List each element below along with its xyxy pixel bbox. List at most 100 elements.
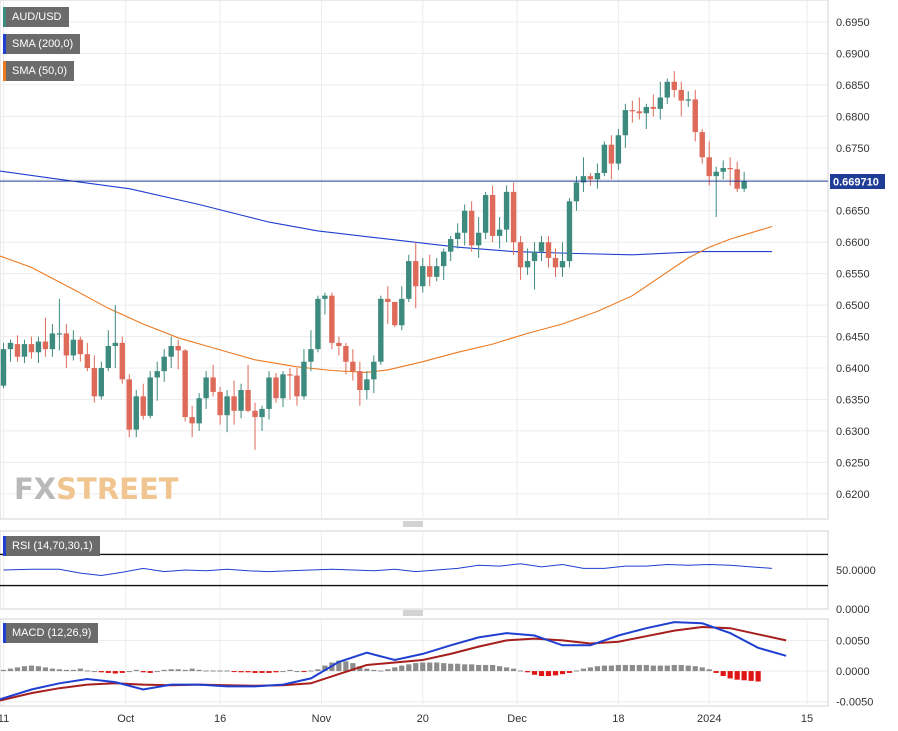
sma50-label: SMA (50,0) <box>12 65 68 77</box>
macd-histogram-bar <box>161 669 167 672</box>
candle-body <box>0 349 7 386</box>
macd-histogram-bar <box>734 671 740 680</box>
macd-signal-line <box>0 625 787 702</box>
macd-histogram-bar <box>42 667 49 672</box>
candle-body <box>49 333 56 350</box>
macd-histogram-bar <box>594 666 601 672</box>
candle-body <box>594 173 601 180</box>
rsi-label: RSI (14,70,30,1) <box>12 540 93 552</box>
candle-body <box>406 261 412 299</box>
candle-body <box>14 344 21 357</box>
candle-body <box>727 167 733 170</box>
candle-body <box>350 361 356 372</box>
current-price-label: 0.669710 <box>833 177 879 189</box>
macd-histogram-bar <box>629 664 635 672</box>
macd-histogram-bar <box>217 670 223 672</box>
macd-histogram-bar <box>189 668 195 672</box>
current-price-tag: 0.669710 <box>830 174 885 189</box>
candle-body <box>692 99 698 133</box>
candle-body <box>399 298 405 326</box>
candle-body <box>734 169 740 189</box>
candle-body <box>650 106 657 109</box>
candle-body <box>196 398 202 424</box>
macd-histogram-bar <box>196 669 202 672</box>
symbol-badge[interactable]: AUD/USD <box>3 7 69 27</box>
candle-body <box>56 333 63 335</box>
candle-body <box>294 375 300 397</box>
candle-body <box>461 210 468 233</box>
macd-histogram-bar <box>28 665 35 672</box>
candle-body <box>308 349 314 362</box>
candle-body <box>301 361 307 397</box>
macd-panel <box>0 618 829 707</box>
macd-histogram-bar <box>483 664 489 672</box>
price-panel <box>0 0 829 520</box>
macd-histogram-bar <box>741 671 747 681</box>
candle-body <box>664 81 670 98</box>
macd-histogram-bar <box>545 671 552 676</box>
macd-histogram-bar <box>315 669 321 672</box>
price-tick-label: 0.6850 <box>836 80 870 92</box>
macd-histogram-bar <box>720 671 726 676</box>
macd-histogram-bar <box>608 665 614 672</box>
candle-body <box>231 396 237 411</box>
macd-histogram-bar <box>14 667 21 672</box>
x-tick-label: 16 <box>214 713 226 725</box>
candle-body <box>182 350 188 418</box>
candle-body <box>322 295 328 299</box>
sma50-badge[interactable]: SMA (50,0) <box>3 61 75 81</box>
macd-histogram-bar <box>727 671 733 679</box>
macd-histogram-bar <box>510 668 517 672</box>
candle-body <box>147 377 153 416</box>
macd-histogram-bar <box>650 665 656 672</box>
candle-body <box>454 232 461 240</box>
candle-body <box>671 81 677 90</box>
rsi-panel-resize-handle[interactable] <box>403 521 423 527</box>
price-tick-label: 0.6600 <box>836 237 870 249</box>
macd-histogram-bar <box>420 662 426 672</box>
price-tick-label: 0.6200 <box>836 489 870 501</box>
candle-body <box>706 157 712 177</box>
macd-histogram-bar <box>49 668 56 672</box>
macd-histogram-bar <box>343 661 349 672</box>
macd-panel-resize-handle[interactable] <box>403 610 423 616</box>
candle-body <box>503 191 510 230</box>
candle-body <box>28 344 35 353</box>
candle-body <box>336 342 342 346</box>
macd-histogram-bar <box>671 664 677 672</box>
sma200-badge[interactable]: SMA (200,0) <box>3 34 81 54</box>
x-tick-label: 11 <box>0 713 9 725</box>
candle-body <box>587 176 594 180</box>
candle-body <box>161 356 167 372</box>
rsi-tick-label: 50.0000 <box>836 565 876 577</box>
price-tick-label: 0.6550 <box>836 269 870 281</box>
macd-histogram-bar <box>434 662 440 672</box>
candle-body <box>315 298 321 350</box>
macd-histogram-bar <box>266 671 272 673</box>
candle-body <box>545 242 552 258</box>
rsi-badge[interactable]: RSI (14,70,30,1) <box>3 536 100 556</box>
x-tick-label: 2024 <box>697 713 721 725</box>
macd-histogram-bar <box>490 664 496 672</box>
candle-body <box>175 346 181 351</box>
rsi-tick-label: 0.0000 <box>836 604 870 616</box>
macd-histogram-bar <box>301 671 307 673</box>
candle-body <box>720 167 726 172</box>
candle-body <box>287 374 293 376</box>
candle-body <box>427 266 433 277</box>
macd-histogram-bar <box>287 669 293 672</box>
macd-histogram-bar <box>63 669 69 672</box>
candle-body <box>447 239 454 252</box>
candle-body <box>224 396 230 416</box>
price-tick-label: 0.6250 <box>836 457 870 469</box>
macd-histogram-bar <box>706 669 712 672</box>
rsi-color-swatch <box>3 536 6 556</box>
candle-body <box>573 182 580 202</box>
candle-body <box>629 110 636 112</box>
macd-badge[interactable]: MACD (12,26,9) <box>3 623 99 643</box>
macd-histogram-bar <box>91 671 97 673</box>
sma200-color-swatch <box>3 34 6 54</box>
symbol-color-swatch <box>3 7 6 27</box>
macd-line <box>0 621 787 701</box>
